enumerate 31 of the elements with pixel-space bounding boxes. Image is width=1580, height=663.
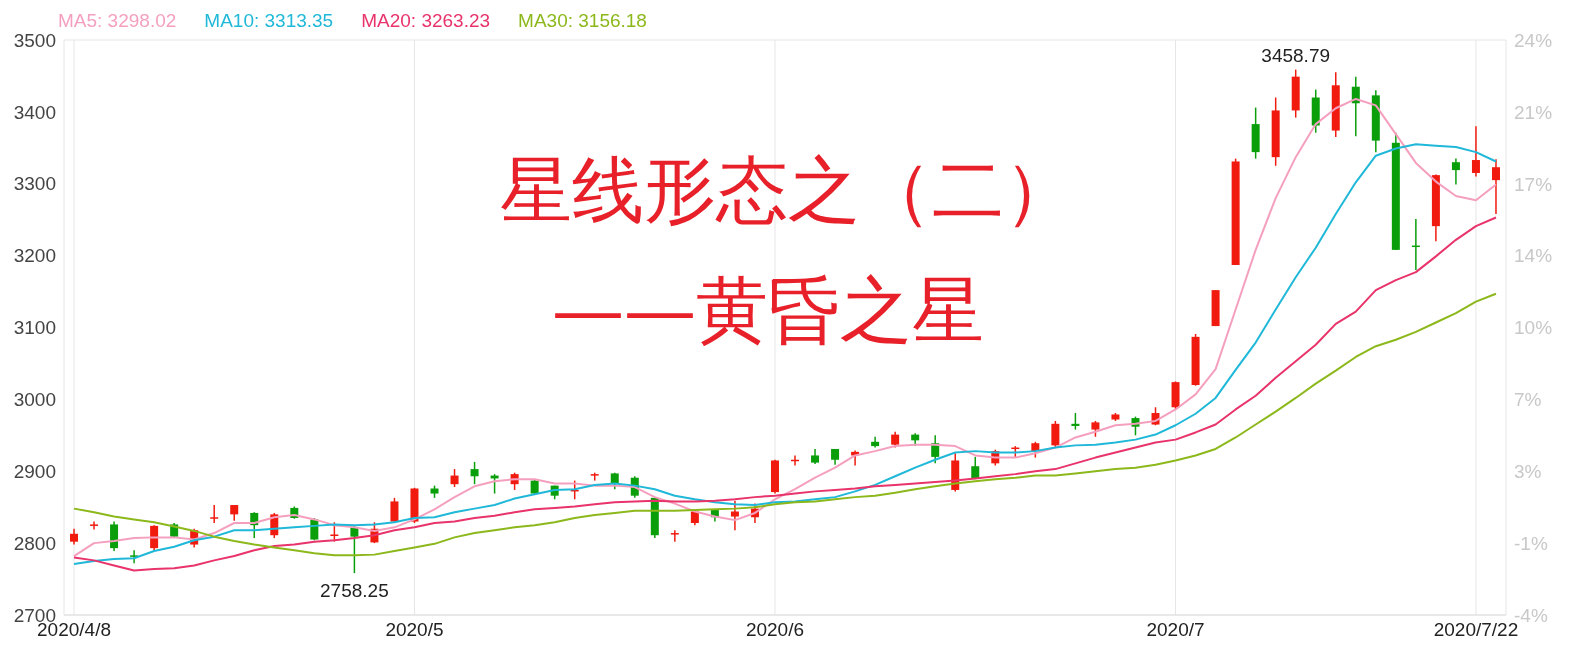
y-tick-label: 3500 [13,29,56,51]
x-tick-label: 2020/6 [745,619,805,641]
candlestick [350,525,359,574]
x-tick-label: 2020/7/22 [1433,619,1519,641]
candlestick [210,504,219,524]
y-tick-label: 2900 [13,460,56,482]
candlestick [1491,158,1500,215]
y-tick-label: 3400 [13,101,56,123]
y-tick-label: 3000 [13,389,56,411]
y-tick-label: 3300 [13,173,56,195]
candlestick [470,461,479,485]
candlestick [1451,157,1460,186]
x-tick-label: 2020/5 [385,619,444,641]
annotation: 2758.25 [320,580,389,602]
candlestick [130,549,139,564]
y-tick-label: 3100 [13,317,56,339]
candlestick [670,529,679,543]
text: MA5: 3298.02 [58,10,177,32]
x-tick-label: 2020/7 [1146,619,1205,641]
y-tick-label: 3200 [13,245,56,267]
candlestick [1471,125,1480,178]
annotation: 3458.79 [1261,44,1331,66]
text: MA20: 3263.23 [361,10,491,32]
text: ——黄昏之星 [551,267,985,354]
candlestick [110,520,119,552]
candlestick [730,499,739,531]
y-tick-label: 2800 [13,532,56,554]
text: MA10: 3313.35 [204,10,334,32]
text: 星线形态之（二） [499,147,1077,234]
text: MA30: 3156.18 [518,10,647,32]
candlestick [1051,420,1060,449]
